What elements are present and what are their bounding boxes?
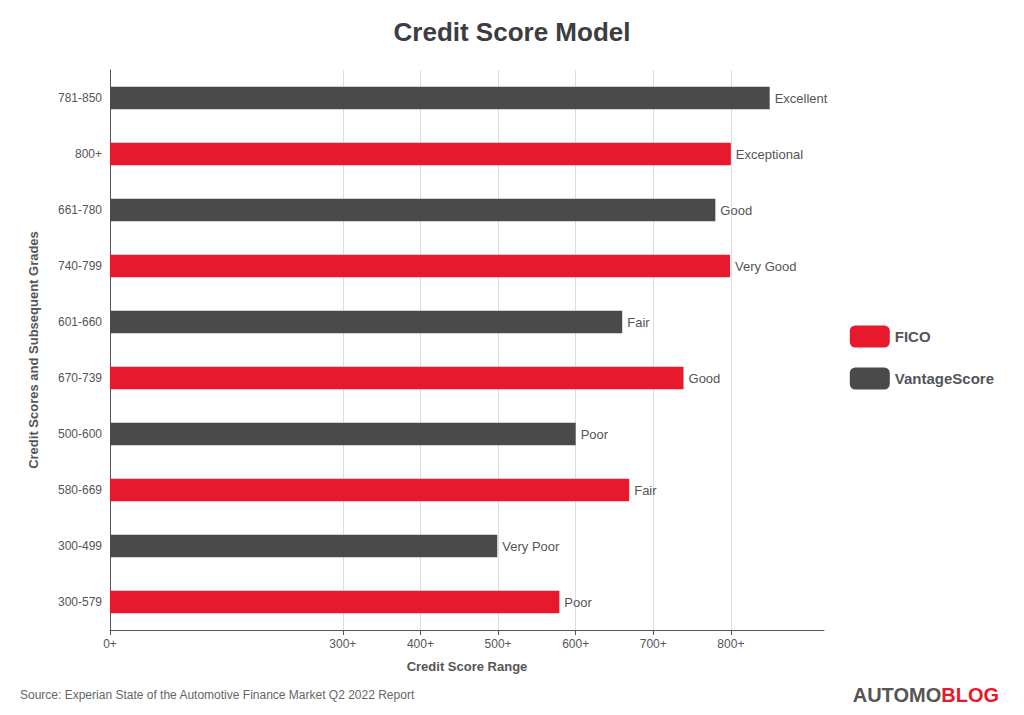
svg-text:300+: 300+ xyxy=(329,637,356,651)
svg-text:Fair: Fair xyxy=(627,315,650,330)
svg-text:Exceptional: Exceptional xyxy=(736,147,803,162)
svg-text:Source: Experian State of the: Source: Experian State of the Automotive… xyxy=(20,688,415,702)
svg-text:AUTOMO: AUTOMO xyxy=(853,684,942,706)
svg-text:FICO: FICO xyxy=(895,328,931,345)
svg-text:800+: 800+ xyxy=(75,147,102,161)
svg-text:740-799: 740-799 xyxy=(58,259,102,273)
svg-text:500+: 500+ xyxy=(485,637,512,651)
svg-text:Credit Score Model: Credit Score Model xyxy=(394,17,631,47)
svg-text:BLOG: BLOG xyxy=(941,684,999,706)
svg-text:Fair: Fair xyxy=(634,483,657,498)
svg-text:601-660: 601-660 xyxy=(58,315,102,329)
svg-text:400+: 400+ xyxy=(407,637,434,651)
svg-text:661-780: 661-780 xyxy=(58,203,102,217)
svg-text:300-499: 300-499 xyxy=(58,539,102,553)
svg-text:Excellent: Excellent xyxy=(775,91,828,106)
svg-text:0+: 0+ xyxy=(103,637,117,651)
svg-text:600+: 600+ xyxy=(562,637,589,651)
svg-text:700+: 700+ xyxy=(640,637,667,651)
svg-text:Good: Good xyxy=(720,203,752,218)
svg-text:Credit Score Range: Credit Score Range xyxy=(407,659,528,674)
svg-text:800+: 800+ xyxy=(717,637,744,651)
svg-text:Very Good: Very Good xyxy=(735,259,796,274)
svg-text:Credit Scores and Subsequent G: Credit Scores and Subsequent Grades xyxy=(26,231,41,469)
svg-text:781-850: 781-850 xyxy=(58,91,102,105)
svg-text:Poor: Poor xyxy=(581,427,609,442)
svg-text:300-579: 300-579 xyxy=(58,595,102,609)
svg-text:Very Poor: Very Poor xyxy=(502,539,560,554)
svg-text:Good: Good xyxy=(689,371,721,386)
svg-text:500-600: 500-600 xyxy=(58,427,102,441)
svg-text:670-739: 670-739 xyxy=(58,371,102,385)
svg-text:VantageScore: VantageScore xyxy=(895,370,994,387)
svg-text:580-669: 580-669 xyxy=(58,483,102,497)
svg-text:Poor: Poor xyxy=(564,595,592,610)
